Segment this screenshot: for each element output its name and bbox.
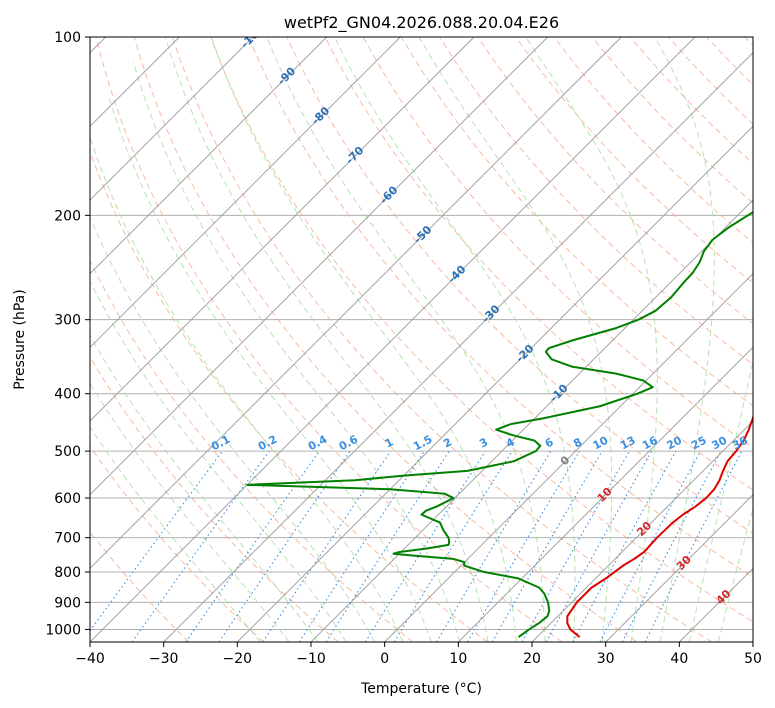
y-tick-label: 200: [54, 208, 81, 224]
isotherm-line: [458, 346, 753, 642]
mixing-ratio-line: [262, 450, 392, 642]
isotherm-line: [384, 273, 753, 642]
mixing-ratio-line: [467, 450, 580, 642]
dewpoint-line: [246, 210, 753, 638]
dry-adiabat: [210, 37, 753, 623]
isotherm-line: [531, 420, 753, 642]
x-tick-label: −10: [296, 651, 326, 667]
mixing-ratio-line: [298, 450, 425, 642]
dry-adiabat: [90, 259, 414, 642]
isotherm-line: [90, 37, 475, 422]
dry-adiabat: [286, 37, 753, 534]
mixing-ratio-line: [218, 450, 351, 642]
mixing-ratio-line: [185, 450, 320, 642]
x-tick-label: 0: [380, 651, 389, 667]
dry-adiabat: [171, 37, 712, 642]
isotherm-line: [237, 125, 753, 642]
mixing-ratio-label: 20: [664, 434, 684, 453]
mixing-ratio-line: [572, 450, 677, 642]
moist-adiabat: [164, 37, 489, 642]
isotherm-line: [163, 52, 753, 642]
mixing-ratio-label: 10: [591, 434, 611, 453]
y-tick-label: 800: [54, 565, 81, 581]
moist-adiabat: [90, 135, 404, 642]
mixing-ratio-label: 36: [730, 434, 750, 453]
isotherm-line: [90, 37, 254, 201]
y-tick-label: 1000: [45, 622, 81, 638]
y-tick-label: 400: [54, 387, 81, 403]
x-tick-label: 20: [523, 651, 541, 667]
moist-adiabat: [654, 37, 715, 642]
moist-adiabat: [107, 94, 432, 642]
x-tick-label: −30: [149, 651, 179, 667]
mixing-ratio-line: [325, 450, 450, 642]
moist-adiabat: [717, 506, 753, 642]
isotherm-line: [90, 37, 548, 496]
mixing-ratio-label: 13: [618, 434, 638, 453]
dry-adiabat: [324, 37, 753, 491]
mixing-ratio-label: 16: [640, 434, 660, 453]
mixing-ratio-lines: [90, 450, 743, 642]
isotherm-line: [605, 494, 753, 642]
mixing-ratio-line: [131, 450, 270, 642]
y-tick-label: 700: [54, 531, 81, 547]
sounding-series: [246, 210, 753, 638]
y-axis: 100 200 300 400 500 600 700 800 900 1000: [45, 30, 90, 638]
x-axis: −40 −30 −20 −10 0 10 20 30 40 50: [75, 642, 762, 667]
moist-adiabat: [334, 37, 576, 642]
moist-adiabat: [90, 279, 347, 642]
x-axis-title: Temperature (°C): [360, 681, 482, 697]
mixing-ratio-label: 25: [689, 434, 709, 453]
dry-adiabat: [515, 37, 753, 284]
isotherm-line: [90, 37, 622, 569]
mixing-ratio-line: [599, 450, 702, 642]
plot-frame: [89, 36, 754, 643]
isotherm-line: [310, 199, 753, 642]
mixing-ratio-line: [435, 450, 552, 642]
y-tick-label: 500: [54, 444, 81, 460]
x-tick-label: −20: [223, 651, 253, 667]
isotherm-line: [90, 37, 401, 348]
pressure-grid: [90, 37, 753, 630]
dry-adiabat: [90, 445, 264, 642]
moist-adiabat: [418, 37, 613, 642]
isotherm-line: [90, 37, 696, 642]
x-tick-label: 10: [449, 651, 467, 667]
moist-adiabat: [688, 358, 753, 642]
moist-adiabat: [90, 426, 261, 642]
y-tick-label: 300: [54, 313, 81, 329]
y-tick-label: 600: [54, 491, 81, 507]
y-axis-title: Pressure (hPa): [12, 289, 28, 389]
chart-title: wetPf2_GN04.2026.088.20.04.E26: [284, 13, 559, 33]
y-tick-label: 900: [54, 595, 81, 611]
isotherms: [90, 37, 753, 642]
moist-adiabats: [90, 37, 753, 642]
dry-adiabat: [95, 37, 563, 642]
mixing-ratio-label: 30: [710, 434, 730, 453]
moist-adiabat: [210, 37, 517, 642]
moist-adiabat: [132, 61, 461, 642]
isotherm-line: [90, 37, 327, 275]
mixing-ratio-line: [364, 450, 486, 642]
x-tick-label: 40: [670, 651, 688, 667]
x-tick-label: −40: [75, 651, 105, 667]
dry-adiabat: [248, 37, 753, 578]
y-tick-label: 100: [54, 30, 81, 46]
x-tick-label: 50: [744, 651, 762, 667]
x-tick-label: 30: [597, 651, 615, 667]
moist-adiabat: [525, 37, 658, 642]
temperature-line: [566, 413, 753, 638]
moist-adiabat: [266, 37, 546, 642]
plot-area: 0.10.20.40.611.52346810131620253036-100-…: [90, 37, 753, 642]
